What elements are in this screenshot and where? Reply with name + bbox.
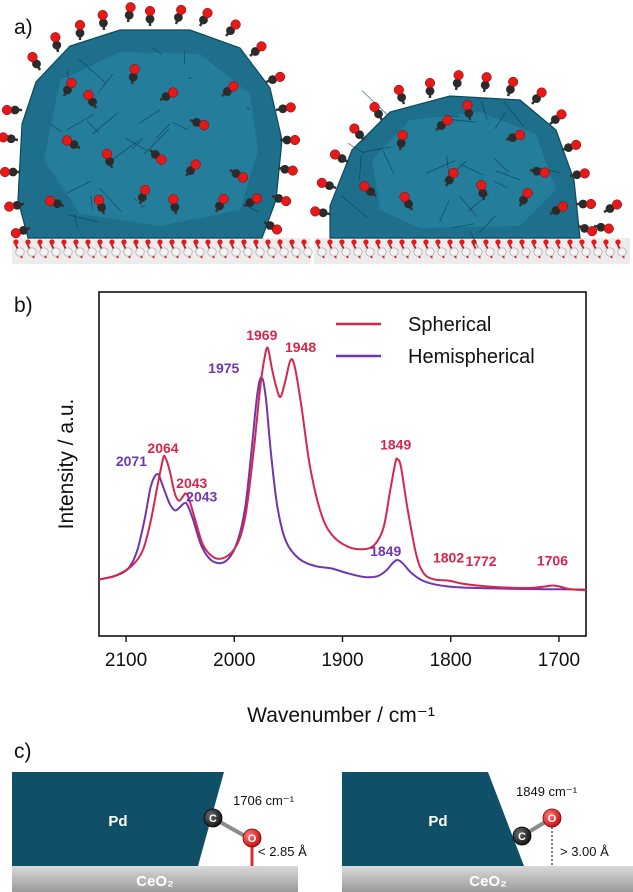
- peak-label-spherical-1849: 1849: [380, 436, 411, 452]
- panel-a-letter: a): [14, 16, 33, 39]
- carbon-label-left: C: [209, 813, 217, 825]
- oxygen-atom-left: [242, 828, 262, 848]
- legend: Spherical Hemispherical: [336, 314, 535, 368]
- hemispherical-cluster-render: [310, 70, 630, 264]
- peak-label-hemispherical-1975: 1975: [208, 360, 239, 376]
- peak-label-spherical-1706: 1706: [537, 552, 568, 568]
- peak-label-hemispherical-1849: 1849: [370, 543, 401, 559]
- pd-block-left: [12, 772, 224, 866]
- ceria-support-right: [342, 866, 633, 892]
- oxygen-label-right: O: [548, 813, 557, 825]
- co-ligands-spherical: [0, 2, 301, 239]
- x-tick-label-2100: 2100: [105, 650, 147, 671]
- ceria-support-left: [12, 866, 298, 892]
- adsorption-diagram-left: Pd CeO₂ C O 1706 cm⁻¹ < 2.85 Å: [12, 772, 307, 892]
- co-ligands-hemispherical: [310, 70, 623, 237]
- pd-label-left: Pd: [108, 813, 127, 830]
- series-lines: [98, 346, 587, 592]
- oxygen-atom-right: [542, 808, 562, 828]
- support-label-left: CeO₂: [136, 873, 174, 890]
- pd-block-right: [342, 772, 524, 866]
- frequency-right: 1849 cm⁻¹: [516, 784, 578, 799]
- y-axis-title: Intensity / a.u.: [55, 399, 78, 530]
- x-tick-label-2000: 2000: [213, 650, 255, 671]
- oxygen-label-left: O: [248, 833, 257, 845]
- peak-label-spherical-2043: 2043: [176, 475, 207, 491]
- plot-frame: [98, 291, 587, 637]
- x-tick-label-1700: 1700: [538, 650, 580, 671]
- x-axis-title: Wavenumber / cm⁻¹: [247, 704, 435, 727]
- series-line-hemispherical: [98, 376, 587, 591]
- carbon-atom-left: [203, 808, 223, 828]
- x-tick-label-1800: 1800: [430, 650, 472, 671]
- spherical-cluster-render: [0, 2, 313, 264]
- ir-spectrum-chart: 2100 2000 1900 1800 1700 2064 2043 1969 1948 184…: [55, 291, 587, 727]
- carbon-label-right: C: [518, 831, 526, 843]
- adsorption-diagram-right: Pd CeO₂ C O 1849 cm⁻¹ > 3.00 Å: [342, 772, 633, 892]
- peak-label-hemispherical-2043: 2043: [186, 489, 217, 505]
- peak-label-spherical-1948: 1948: [285, 339, 316, 355]
- legend-label-spherical: Spherical: [408, 314, 491, 336]
- peak-label-spherical-1772: 1772: [465, 553, 496, 569]
- ceria-slab-atoms: [315, 239, 627, 259]
- carbon-atom-right: [512, 826, 532, 846]
- peak-label-spherical-1969: 1969: [246, 327, 277, 343]
- distance-left: < 2.85 Å: [258, 844, 307, 859]
- x-axis-ticks: 2100 2000 1900 1800 1700: [105, 636, 580, 671]
- x-tick-label-1900: 1900: [321, 650, 363, 671]
- support-label-right: CeO₂: [469, 873, 507, 890]
- ceria-slab-atoms: [13, 239, 313, 259]
- distance-right: > 3.00 Å: [560, 844, 609, 859]
- peak-label-spherical-2064: 2064: [147, 440, 178, 456]
- series-line-spherical: [98, 346, 587, 592]
- frequency-left: 1706 cm⁻¹: [233, 793, 295, 808]
- pd-label-right: Pd: [428, 813, 447, 830]
- peak-label-spherical-1802: 1802: [433, 550, 464, 566]
- legend-label-hemispherical: Hemispherical: [408, 346, 535, 368]
- panel-b-letter: b): [14, 294, 33, 317]
- peak-label-hemispherical-2071: 2071: [116, 453, 147, 469]
- panel-c-letter: c): [14, 740, 32, 763]
- peak-labels: 2064 2043 1969 1948 1849 1802 1772 1706 2071 2043…: [116, 327, 568, 569]
